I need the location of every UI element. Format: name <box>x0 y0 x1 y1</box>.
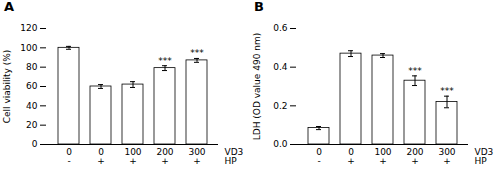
svg-text:100: 100 <box>20 43 37 53</box>
svg-text:60: 60 <box>26 81 38 91</box>
svg-text:0.4: 0.4 <box>273 62 288 72</box>
svg-text:120: 120 <box>20 23 37 33</box>
svg-text:VD3HP: VD3HP <box>475 147 494 166</box>
svg-text:0-: 0- <box>316 147 322 166</box>
svg-text:0.6: 0.6 <box>273 23 288 33</box>
svg-text:300+: 300+ <box>188 147 205 166</box>
svg-text:VD3HP: VD3HP <box>225 147 244 166</box>
svg-text:0+: 0+ <box>97 147 105 166</box>
svg-text:***: *** <box>408 66 422 76</box>
svg-text:20: 20 <box>26 120 38 130</box>
svg-text:100+: 100+ <box>124 147 141 166</box>
svg-text:0+: 0+ <box>347 147 355 166</box>
svg-text:***: *** <box>190 48 204 58</box>
svg-text:0-: 0- <box>66 147 72 166</box>
svg-text:Cell viability (%): Cell viability (%) <box>2 50 12 124</box>
svg-text:200+: 200+ <box>406 147 423 166</box>
svg-text:***: *** <box>158 56 172 66</box>
svg-text:100+: 100+ <box>374 147 391 166</box>
svg-text:300+: 300+ <box>438 147 455 166</box>
svg-text:0: 0 <box>32 139 38 149</box>
svg-text:0.2: 0.2 <box>273 101 287 111</box>
svg-text:LDH (OD value 490 nm): LDH (OD value 490 nm) <box>252 33 262 140</box>
svg-text:80: 80 <box>26 62 38 72</box>
html-text:A: A <box>4 0 15 14</box>
svg-text:***: *** <box>440 86 454 96</box>
svg-text:0.0: 0.0 <box>273 139 288 149</box>
svg-text:40: 40 <box>26 101 38 111</box>
svg-text:200+: 200+ <box>156 147 173 166</box>
html-text:B: B <box>254 0 264 14</box>
